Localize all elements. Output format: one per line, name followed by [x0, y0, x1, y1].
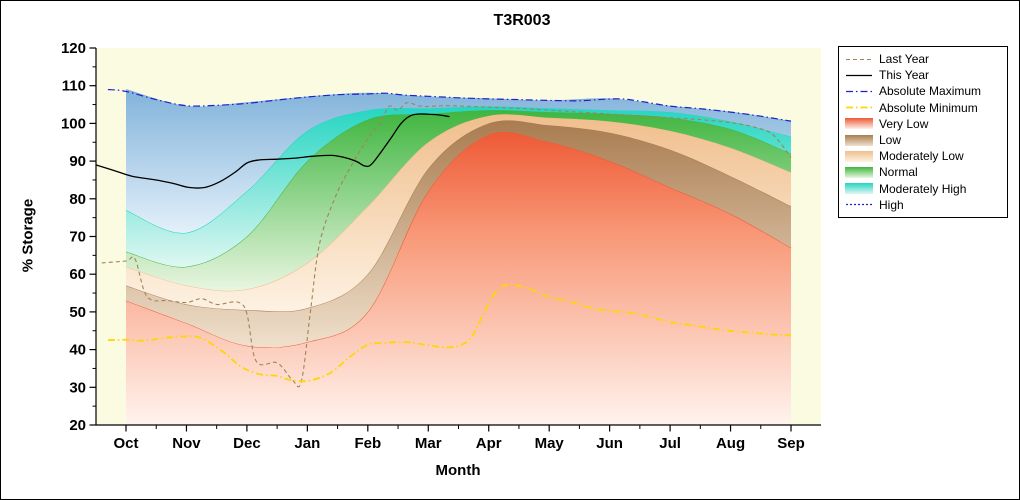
band-normal: [126, 110, 791, 291]
legend-item-normal: Normal: [845, 164, 1001, 180]
legend-label: This Year: [879, 68, 930, 83]
legend-label: Moderately Low: [879, 149, 964, 164]
line-last-year: [101, 102, 792, 388]
x-tick-label: Dec: [233, 435, 261, 452]
y-tick-label: 40: [69, 342, 86, 359]
legend-item-very-low: Very Low: [845, 116, 1001, 132]
x-tick-label: Nov: [172, 435, 201, 452]
legend-item-moderately-low: Moderately Low: [845, 148, 1001, 164]
chart-title: T3R003: [493, 12, 551, 29]
this-year-line-swatch-icon: [846, 74, 872, 76]
x-tick-label: Apr: [476, 435, 502, 452]
legend: Last Year This Year Absolute Maximum Absolu…: [838, 46, 1008, 218]
legend-label: High: [879, 197, 904, 212]
y-tick-label: 20: [69, 417, 86, 434]
moderately-low-box-swatch-icon: [845, 150, 873, 162]
x-tick-label: Sep: [777, 435, 805, 452]
band-high: [126, 89, 791, 234]
x-tick-label: Jun: [596, 435, 623, 452]
x-tick-label: Mar: [415, 435, 442, 452]
legend-label: Low: [879, 133, 902, 148]
lines-layer: [95, 88, 792, 388]
y-tick-label: 30: [69, 379, 86, 396]
legend-item-absolute-minimum: Absolute Minimum: [845, 100, 1001, 116]
legend-item-moderately-high: Moderately High: [845, 181, 1001, 197]
absolute-maximum-line-swatch-icon: [846, 90, 872, 93]
y-tick-label: 90: [69, 153, 86, 170]
x-tick-label: May: [535, 435, 565, 452]
band-very-low: [126, 131, 791, 425]
legend-item-absolute-maximum: Absolute Maximum: [845, 83, 1001, 99]
normal-box-swatch-icon: [845, 166, 873, 178]
x-ticks: Oct Nov Dec Jan Feb Mar Apr May Jun Jul Aug Sep: [113, 425, 805, 452]
y-axis-label: % Storage: [19, 198, 37, 273]
y-tick-label: 110: [62, 78, 86, 95]
y-ticks: 20 30 40 50 60 70 80 90 100 110 120: [61, 40, 96, 434]
high-line-swatch-icon: [846, 204, 872, 206]
legend-label: Normal: [879, 165, 918, 180]
x-tick-label: Oct: [113, 435, 138, 452]
band-low: [126, 120, 791, 348]
line-absolute-maximum: [107, 88, 792, 122]
x-tick-label: Aug: [716, 435, 745, 452]
moderately-high-box-swatch-icon: [845, 183, 873, 195]
band-moderately-low: [126, 114, 791, 312]
very-low-box-swatch-icon: [845, 118, 873, 130]
last-year-line-swatch-icon: [846, 58, 872, 60]
legend-label: Moderately High: [879, 181, 967, 196]
legend-label: Absolute Minimum: [879, 100, 978, 115]
legend-label: Last Year: [879, 52, 930, 67]
low-box-swatch-icon: [845, 134, 873, 146]
x-tick-label: Jul: [659, 435, 681, 452]
band-moderately-high: [126, 106, 791, 267]
legend-item-high: High: [845, 197, 1001, 213]
legend-label: Very Low: [879, 116, 929, 131]
legend-item-last-year: Last Year: [845, 51, 1001, 67]
bands-layer: [125, 89, 792, 425]
y-tick-label: 70: [69, 229, 86, 246]
y-tick-label: 50: [69, 304, 86, 321]
line-this-year: [95, 113, 450, 189]
y-tick-label: 100: [61, 115, 86, 132]
x-axis-label: Month: [435, 462, 481, 479]
legend-label: Absolute Maximum: [879, 84, 982, 99]
x-tick-label: Jan: [294, 435, 320, 452]
y-tick-label: 120: [61, 40, 86, 57]
absolute-minimum-line-swatch-icon: [846, 106, 872, 109]
x-tick-label: Feb: [354, 435, 381, 452]
legend-item-low: Low: [845, 132, 1001, 148]
line-absolute-minimum: [107, 283, 792, 383]
legend-item-this-year: This Year: [845, 67, 1001, 83]
y-tick-label: 60: [69, 266, 86, 283]
y-tick-label: 80: [69, 191, 86, 208]
